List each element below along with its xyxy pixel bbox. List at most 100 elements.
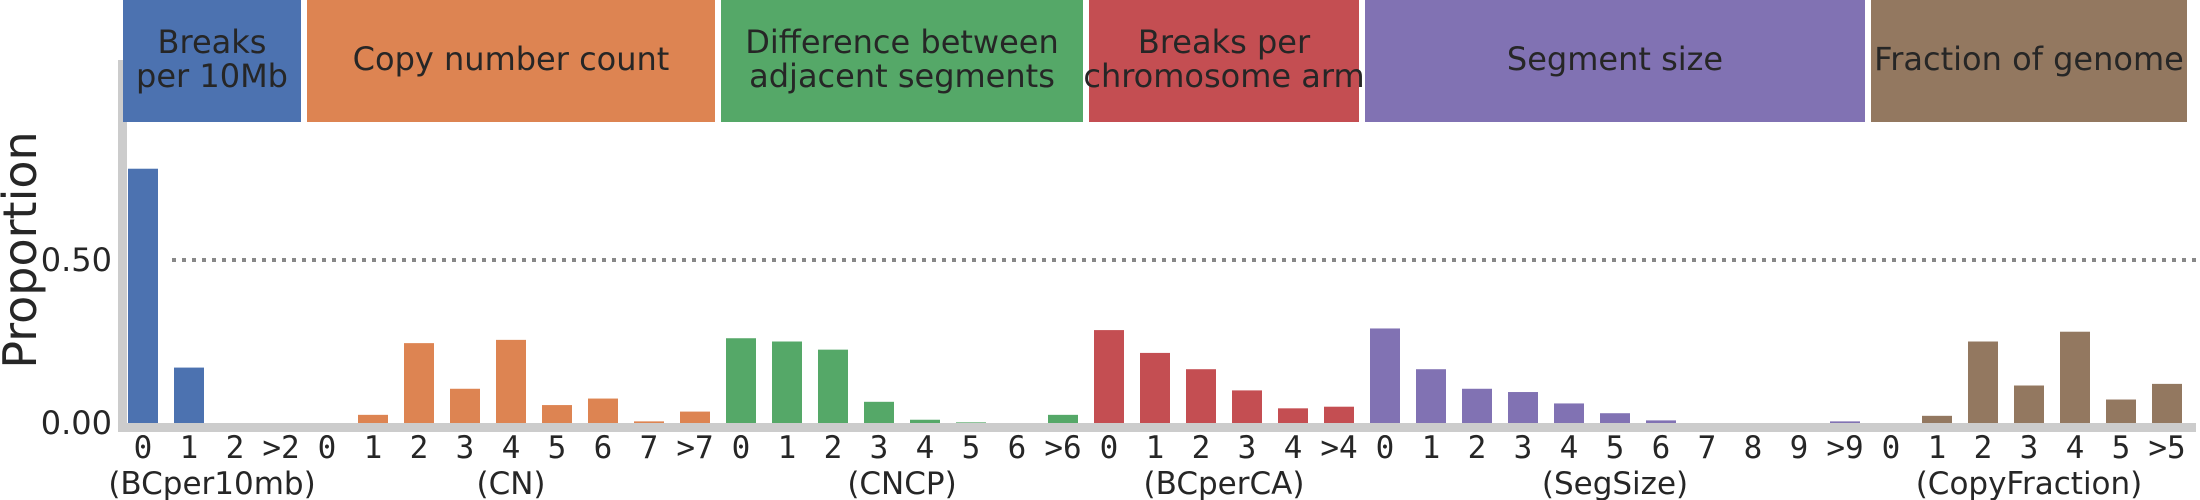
- group-label: (CopyFraction): [1916, 466, 2143, 500]
- x-tick-label: 2: [1468, 430, 1487, 466]
- bar: [542, 405, 572, 423]
- bar: [1922, 415, 1952, 423]
- x-tick-label: 4: [916, 430, 935, 466]
- panel-header-label: Breaks: [158, 23, 267, 61]
- x-tick-label: 6: [1652, 430, 1671, 466]
- y-axis-spine: [118, 60, 127, 431]
- x-tick-label: 5: [2112, 430, 2131, 466]
- group-label: (CNCP): [847, 466, 956, 500]
- x-tick-label: 3: [456, 430, 475, 466]
- bar: [1646, 420, 1676, 423]
- panel-header-box: [1089, 0, 1359, 122]
- x-tick-label: 4: [2066, 430, 2085, 466]
- bar: [864, 401, 894, 423]
- bar: [450, 388, 480, 423]
- bar: [358, 414, 388, 423]
- panel-header-box: [123, 0, 301, 122]
- x-tick-label: 1: [180, 430, 199, 466]
- bar: [726, 338, 756, 423]
- group-label: (BCper10mb): [108, 466, 315, 500]
- panel-header-box: [307, 0, 715, 122]
- bar: [588, 398, 618, 423]
- panel-header-box: [1365, 0, 1865, 122]
- bar: [1462, 388, 1492, 423]
- bar: [956, 422, 986, 423]
- panel-header-label: Copy number count: [353, 40, 670, 78]
- x-tick-label: 0: [1376, 430, 1395, 466]
- x-tick-label: >2: [262, 430, 299, 466]
- x-tick-label: 2: [1974, 430, 1993, 466]
- x-tick-label: 5: [1606, 430, 1625, 466]
- bar: [2014, 385, 2044, 423]
- bar: [1508, 392, 1538, 423]
- bar: [496, 339, 526, 423]
- group-label: (CN): [476, 466, 545, 500]
- bar: [174, 367, 204, 423]
- group-label: (BCperCA): [1144, 466, 1305, 500]
- x-tick-label: >4: [1320, 430, 1357, 466]
- x-tick-label: 1: [1146, 430, 1165, 466]
- x-tick-label: 6: [594, 430, 613, 466]
- x-tick-label: 3: [1238, 430, 1257, 466]
- x-tick-label: 4: [1560, 430, 1579, 466]
- x-tick-label: 0: [1882, 430, 1901, 466]
- bar: [1600, 413, 1630, 423]
- x-tick-label: 4: [502, 430, 521, 466]
- x-tick-label: 0: [732, 430, 751, 466]
- bar: [910, 419, 940, 423]
- bar: [1232, 390, 1262, 423]
- x-tick-label: 0: [134, 430, 153, 466]
- x-axis-spine: [118, 423, 2196, 432]
- bar: [1554, 403, 1584, 423]
- panel-header-label: Segment size: [1507, 40, 1723, 78]
- y-tick-label: 0.50: [41, 241, 112, 279]
- group-label: (SegSize): [1542, 466, 1688, 500]
- x-tick-label: >6: [1044, 430, 1081, 466]
- x-tick-label: 1: [778, 430, 797, 466]
- x-tick-label: 1: [364, 430, 383, 466]
- x-tick-label: 0: [318, 430, 337, 466]
- x-tick-label: 3: [1514, 430, 1533, 466]
- bar: [818, 349, 848, 423]
- x-tick-label: 7: [1698, 430, 1717, 466]
- x-tick-label: 1: [1422, 430, 1441, 466]
- x-tick-label: 0: [1100, 430, 1119, 466]
- x-tick-label: >7: [676, 430, 713, 466]
- bar: [1324, 406, 1354, 423]
- x-tick-label: 3: [2020, 430, 2039, 466]
- x-tick-label: 4: [1284, 430, 1303, 466]
- x-tick-label: 5: [962, 430, 981, 466]
- panel-header-box: [721, 0, 1083, 122]
- bar: [1416, 369, 1446, 423]
- panel-header-label: Breaks per: [1138, 23, 1311, 61]
- bar: [404, 343, 434, 423]
- bar: [1278, 408, 1308, 423]
- x-tick-label: 2: [226, 430, 245, 466]
- bar: [1048, 414, 1078, 423]
- x-tick-label: 5: [548, 430, 567, 466]
- bar: [1968, 341, 1998, 423]
- panel-header-label: chromosome arm: [1083, 57, 1364, 95]
- bar: [2106, 399, 2136, 423]
- bar: [634, 421, 664, 423]
- bar: [128, 168, 158, 423]
- x-tick-label: 1: [1928, 430, 1947, 466]
- panel-header-label: Fraction of genome: [1874, 40, 2184, 78]
- bar: [1186, 369, 1216, 423]
- bar: [1140, 352, 1170, 423]
- x-tick-label: 2: [824, 430, 843, 466]
- bar: [1094, 330, 1124, 423]
- y-axis-label: Proportion: [0, 131, 47, 368]
- x-tick-label: 9: [1790, 430, 1809, 466]
- bars: [128, 168, 2182, 423]
- x-tick-label: 7: [640, 430, 659, 466]
- bar: [1370, 328, 1400, 423]
- y-tick-label: 0.00: [41, 404, 112, 442]
- panel-header-label: per 10Mb: [136, 57, 288, 95]
- x-tick-label: 6: [1008, 430, 1027, 466]
- bar: [1830, 421, 1860, 423]
- x-tick-label: 3: [870, 430, 889, 466]
